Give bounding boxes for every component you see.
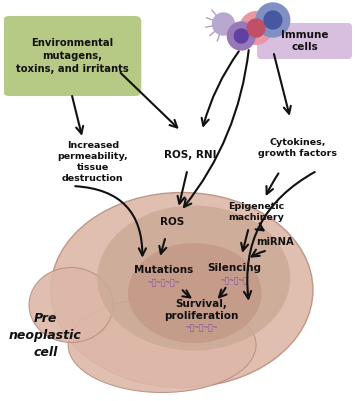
- Circle shape: [256, 3, 290, 37]
- Text: ~∿~∿~∿: ~∿~∿~∿: [220, 277, 248, 286]
- Text: Silencing: Silencing: [207, 263, 261, 273]
- Text: ~∿~∿~∿~: ~∿~∿~∿~: [148, 279, 180, 288]
- Text: Epigenetic
machinery: Epigenetic machinery: [228, 202, 284, 222]
- Ellipse shape: [51, 192, 313, 387]
- Text: Increased
permeability,
tissue
destruction: Increased permeability, tissue destructi…: [58, 141, 128, 183]
- Circle shape: [247, 19, 265, 37]
- Circle shape: [234, 29, 248, 43]
- Circle shape: [228, 22, 255, 50]
- Ellipse shape: [68, 298, 256, 393]
- Text: ~∿~∿~∿~: ~∿~∿~∿~: [185, 324, 218, 332]
- Text: miRNA: miRNA: [256, 237, 294, 247]
- Circle shape: [239, 11, 273, 45]
- Text: Immune
cells: Immune cells: [281, 30, 328, 52]
- FancyBboxPatch shape: [257, 23, 352, 59]
- Ellipse shape: [128, 243, 262, 343]
- Text: Survival,
proliferation: Survival, proliferation: [164, 299, 239, 321]
- Circle shape: [264, 11, 282, 29]
- Text: Environmental
mutagens,
toxins, and irritants: Environmental mutagens, toxins, and irri…: [16, 38, 129, 74]
- Text: ROS, RNI: ROS, RNI: [164, 150, 216, 160]
- Text: Mutations: Mutations: [135, 265, 194, 275]
- Ellipse shape: [97, 205, 290, 350]
- FancyBboxPatch shape: [3, 16, 141, 96]
- Circle shape: [213, 13, 234, 35]
- Text: Pre
neoplastic
cell: Pre neoplastic cell: [9, 312, 82, 358]
- Text: ROS: ROS: [160, 217, 184, 227]
- Text: Cytokines,
growth factors: Cytokines, growth factors: [258, 138, 337, 158]
- Ellipse shape: [29, 267, 113, 342]
